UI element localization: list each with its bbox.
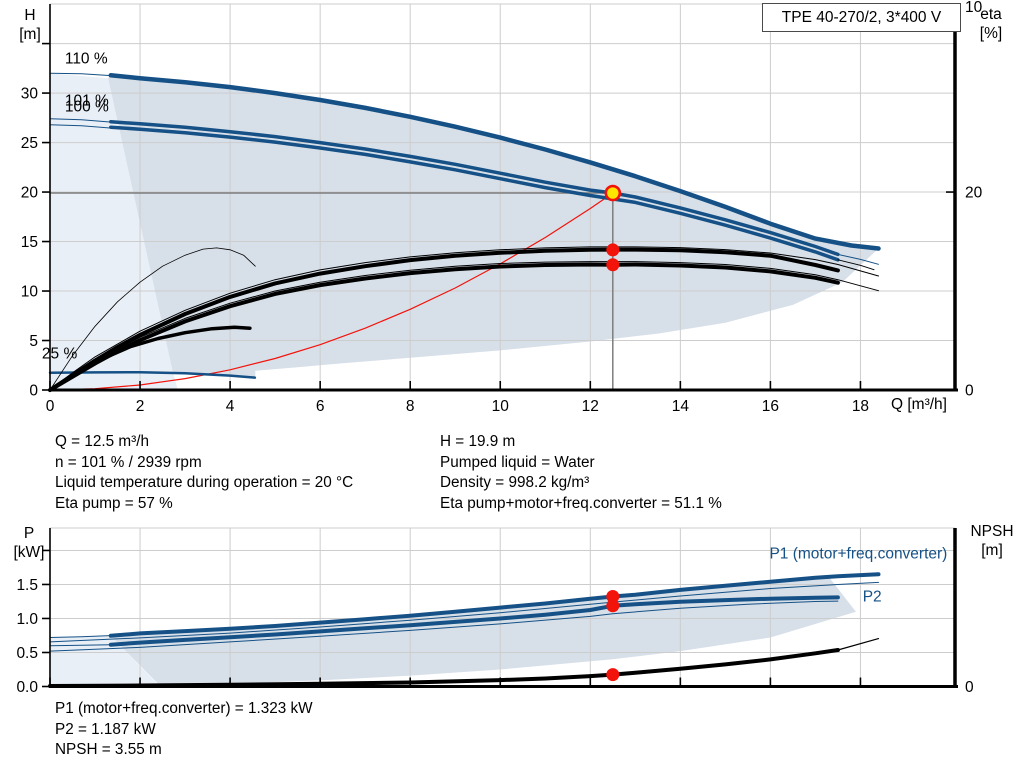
svg-text:5: 5: [29, 333, 38, 350]
h-100pct-tail: [837, 259, 875, 271]
p1-thin-start: [49, 635, 114, 638]
h-101pct: [109, 120, 840, 257]
p1: [108, 572, 881, 638]
p2-point: [606, 599, 620, 613]
npsh: [48, 648, 840, 688]
control-parabola: [49, 192, 614, 391]
info-line-head: H = 19.9 m: [440, 433, 516, 450]
pump-type-label: TPE 40-270/2, 3*400 V: [781, 8, 942, 26]
svg-text:25: 25: [21, 135, 38, 152]
power-info-block: P1 (motor+freq.converter) = 1.323 kW P2 …: [55, 699, 313, 761]
allowed-range-light: [50, 635, 160, 687]
svg-text:0.5: 0.5: [16, 645, 38, 662]
svg-text:10: 10: [21, 284, 39, 301]
eta-total-thin: [49, 261, 879, 391]
info-line-density: Density = 998.2 kg/m³: [440, 474, 590, 491]
svg-text:0.0: 0.0: [16, 679, 38, 696]
duty-info-left: Q = 12.5 m³/h n = 101 % / 2939 rpm Liqui…: [55, 432, 353, 514]
p-axis-label: P [kW]: [13, 525, 45, 561]
svg-text:10: 10: [965, 0, 983, 16]
h-100pct: [109, 125, 840, 262]
p-mid-thin: [49, 581, 879, 643]
p1-point: [606, 590, 620, 604]
svg-text:100 %: 100 %: [65, 98, 109, 115]
info-line-p2: P2 = 1.187 kW: [55, 720, 156, 738]
h-110pct-thin: [49, 72, 114, 77]
svg-text:110 %: 110 %: [65, 50, 108, 67]
svg-text:0: 0: [965, 679, 974, 696]
svg-text:0: 0: [965, 383, 974, 400]
svg-text:20: 20: [21, 185, 39, 202]
eta-pump-thin: [49, 246, 879, 391]
duty-info-right: H = 19.9 m Pumped liquid = Water Density…: [440, 432, 722, 514]
info-line-eta-pump: Eta pump = 57 %: [55, 494, 173, 512]
svg-text:0: 0: [46, 398, 55, 415]
svg-text:10: 10: [492, 398, 510, 415]
h-101pct-thin: [49, 118, 114, 123]
svg-text:P2: P2: [863, 588, 882, 605]
svg-text:8: 8: [406, 398, 415, 415]
info-line-eta-total: Eta pump+motor+freq.converter = 51.1 %: [440, 494, 722, 512]
info-line-speed: n = 101 % / 2939 rpm: [55, 453, 202, 471]
info-line-temperature: Liquid temperature during operation = 20…: [55, 474, 354, 491]
allowed-range-light: [50, 73, 178, 391]
info-line-liquid: Pumped liquid = Water: [440, 453, 595, 471]
svg-text:1.0: 1.0: [16, 611, 38, 628]
svg-text:1.5: 1.5: [16, 577, 38, 594]
svg-text:15: 15: [21, 234, 38, 251]
svg-text:20: 20: [965, 185, 983, 202]
p-low-thin: [49, 600, 839, 652]
h-110pct: [108, 73, 881, 251]
npsh-axis-label: NPSH [m]: [970, 523, 1014, 559]
duty-point: [604, 184, 622, 202]
svg-text:P1 (motor+freq.converter): P1 (motor+freq.converter): [769, 546, 947, 563]
svg-text:16: 16: [762, 398, 779, 415]
svg-text:6: 6: [316, 398, 325, 415]
info-line-q: Q = 12.5 m³/h: [55, 433, 149, 450]
svg-text:12: 12: [582, 398, 599, 415]
eta-arc-thin: [49, 247, 256, 391]
eta-pump: [48, 247, 840, 392]
svg-text:2: 2: [136, 398, 145, 415]
svg-text:14: 14: [672, 398, 690, 415]
eta-pump-point: [606, 243, 620, 257]
h-101pct-tail: [837, 253, 879, 265]
info-line-p1: P1 (motor+freq.converter) = 1.323 kW: [55, 700, 313, 717]
svg-text:4: 4: [226, 398, 235, 415]
svg-text:30: 30: [21, 86, 39, 103]
eta-axis-label: eta [%]: [979, 6, 1003, 42]
npsh-point: [606, 668, 620, 682]
p2-thin-start: [49, 644, 112, 647]
npsh-tail: [837, 637, 880, 651]
pump-type-box: TPE 40-270/2, 3*400 V: [762, 3, 961, 32]
svg-text:0: 0: [29, 383, 38, 400]
svg-text:25 %: 25 %: [42, 345, 78, 362]
svg-text:Q [m³/h]: Q [m³/h]: [891, 396, 947, 413]
duty-envelope: [108, 75, 879, 378]
h-100pct-thin: [49, 124, 114, 129]
eta-total: [48, 262, 840, 392]
svg-text:18: 18: [852, 398, 869, 415]
svg-text:40: 40: [965, 0, 983, 4]
p2: [108, 595, 840, 647]
power-envelope: [110, 577, 856, 686]
h-25pct: [48, 370, 257, 379]
svg-text:101 %: 101 %: [65, 92, 109, 109]
h-axis-label: H [m]: [19, 7, 41, 43]
info-line-npsh: NPSH = 3.55 m: [55, 741, 162, 758]
eta-total-point: [606, 258, 620, 272]
